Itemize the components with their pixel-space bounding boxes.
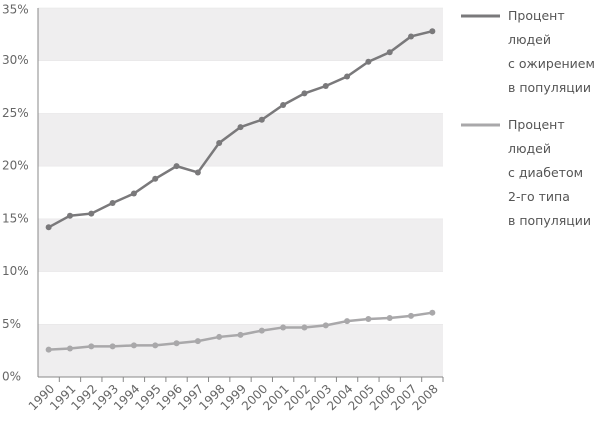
point <box>88 343 95 350</box>
grid-band <box>38 113 443 167</box>
point <box>301 324 308 331</box>
point <box>45 346 52 353</box>
point <box>237 331 244 338</box>
y-tick-label: 5% <box>2 317 21 331</box>
point <box>237 124 244 131</box>
point <box>429 309 436 316</box>
legend-label: Процент людей с ожирением в популяции <box>508 8 595 95</box>
point <box>194 169 201 176</box>
point <box>45 224 52 231</box>
grid-band <box>38 166 443 219</box>
y-tick-label: 25% <box>2 106 29 120</box>
legend-label: Процент людей с диабетом 2-го типа в поп… <box>508 117 591 228</box>
point <box>344 73 351 80</box>
point <box>216 333 223 340</box>
point <box>173 340 180 347</box>
y-tick-label: 10% <box>2 264 29 278</box>
point <box>194 338 201 345</box>
grid-band <box>38 271 443 325</box>
point <box>109 343 116 350</box>
point <box>322 322 329 329</box>
point <box>109 200 116 207</box>
point <box>258 327 265 334</box>
grid-band <box>38 218 443 272</box>
point <box>301 90 308 97</box>
point <box>408 312 415 319</box>
grid-band <box>38 60 443 114</box>
y-tick-label: 15% <box>2 211 29 225</box>
point <box>280 101 287 108</box>
point <box>386 49 393 56</box>
point <box>66 212 73 219</box>
y-tick-label: 0% <box>2 370 21 384</box>
point <box>322 83 329 90</box>
point <box>216 139 223 146</box>
point <box>280 324 287 331</box>
grid-band <box>38 8 443 61</box>
point <box>365 58 372 65</box>
y-tick-label: 30% <box>2 53 29 67</box>
y-tick-label: 20% <box>2 159 29 173</box>
point <box>152 175 159 182</box>
point <box>152 342 159 349</box>
point <box>408 33 415 40</box>
point <box>130 342 137 349</box>
point <box>173 163 180 170</box>
point <box>88 210 95 217</box>
point <box>429 28 436 35</box>
point <box>130 190 137 197</box>
y-tick-label: 35% <box>2 3 29 17</box>
point <box>344 318 351 325</box>
point <box>386 314 393 321</box>
point <box>66 345 73 352</box>
point <box>258 116 265 123</box>
point <box>365 316 372 323</box>
